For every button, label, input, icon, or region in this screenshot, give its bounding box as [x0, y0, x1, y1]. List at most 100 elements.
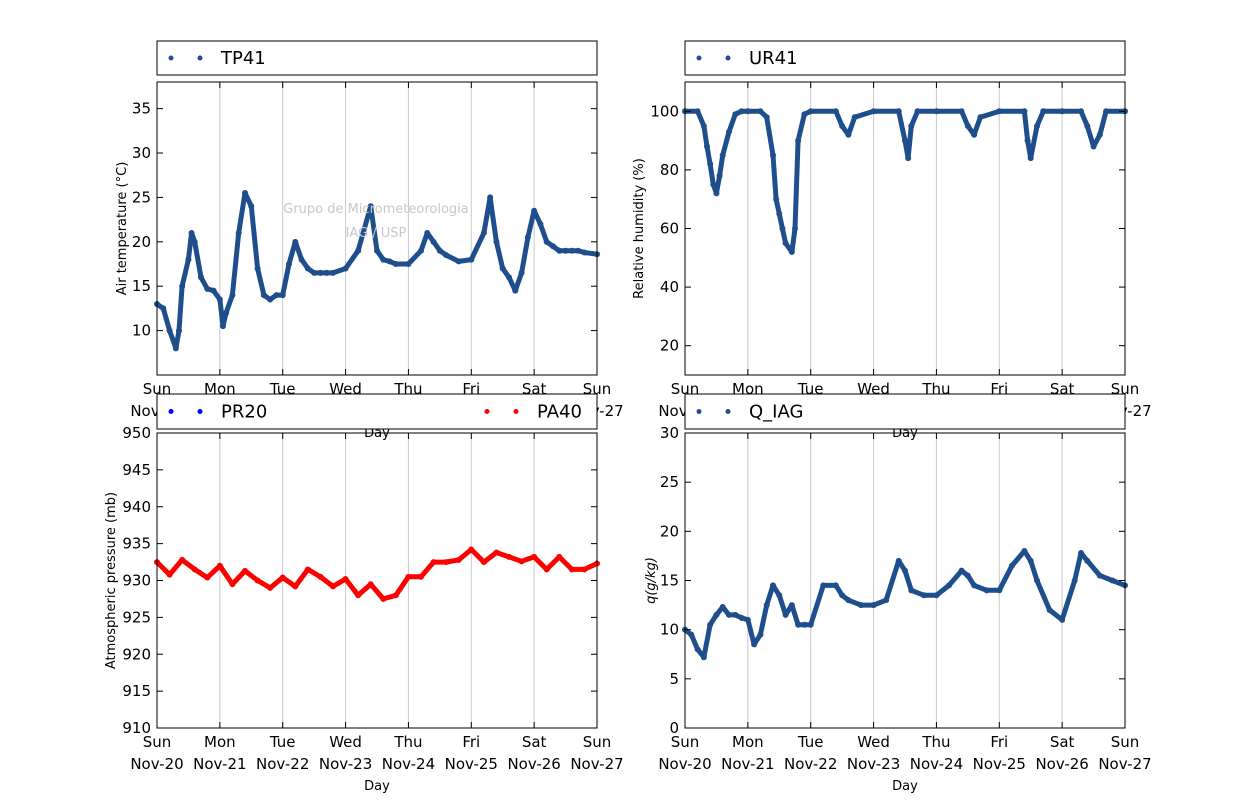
legend-marker: [168, 409, 174, 414]
y-axis-label: Atmospheric pressure (mb): [104, 492, 119, 669]
data-point: [512, 287, 519, 294]
data-point: [235, 229, 242, 236]
data-point: [732, 611, 739, 618]
data-point: [1084, 557, 1091, 564]
legend: PR20 PA40: [156, 393, 598, 430]
series-Q_IAG: [682, 548, 1128, 661]
data-point: [480, 229, 487, 236]
data-point: [1024, 137, 1031, 144]
data-point: [700, 654, 707, 661]
data-point: [292, 583, 299, 590]
data-point: [744, 108, 751, 115]
data-point: [198, 274, 204, 281]
y-tick-label: 940: [122, 498, 151, 516]
data-point: [832, 582, 839, 589]
legend-marker: [513, 409, 519, 414]
y-tick-label: 945: [122, 461, 151, 479]
data-point: [166, 327, 173, 334]
y-tick-label: 910: [122, 719, 151, 737]
x-tick-day-label: Sat: [522, 733, 547, 751]
x-tick-date-label: Nov-24: [382, 755, 435, 773]
x-tick-day-label: Fri: [462, 733, 480, 751]
data-point: [254, 265, 261, 272]
y-tick-label: 15: [132, 277, 151, 295]
data-point: [179, 556, 186, 563]
x-tick-date-label: Nov-20: [658, 755, 711, 773]
series-line: [682, 108, 1128, 255]
x-tick-day-label: Wed: [857, 733, 890, 751]
data-point: [763, 114, 770, 121]
y-tick-label: 35: [132, 100, 151, 118]
data-point: [958, 567, 965, 574]
data-point: [773, 196, 780, 203]
data-point: [374, 247, 380, 254]
data-point: [839, 592, 846, 599]
data-point: [518, 269, 525, 276]
data-point: [801, 111, 808, 118]
data-point: [1096, 572, 1103, 579]
x-tick-day-label: Thu: [921, 733, 950, 751]
y-axis-label: q(g/kg): [644, 557, 659, 604]
data-point: [229, 581, 236, 588]
data-point: [776, 210, 783, 217]
data-point: [870, 108, 877, 115]
y-tick-label: 20: [660, 522, 679, 540]
data-point: [946, 582, 952, 589]
data-point: [902, 567, 908, 574]
data-point: [506, 274, 512, 281]
y-tick-label: 930: [122, 572, 151, 590]
x-tick-date-label: Nov-21: [193, 755, 246, 773]
plot-frame: [684, 81, 1126, 376]
data-point: [298, 256, 305, 263]
data-point: [1090, 143, 1097, 150]
series-PA40: [154, 546, 600, 602]
data-point: [317, 573, 324, 580]
relative-humidity-panel: 20406080100SunNov-20MonNov-21TueNov-22We…: [632, 40, 1152, 441]
data-point: [355, 247, 362, 254]
data-point: [738, 614, 745, 621]
x-tick-date-label: Nov-21: [721, 755, 774, 773]
data-point: [839, 122, 846, 129]
data-point: [1021, 108, 1028, 115]
y-tick-label: 20: [132, 233, 151, 251]
data-point: [1046, 607, 1053, 613]
data-point: [1103, 108, 1110, 115]
y-tick-label: 925: [122, 608, 151, 626]
legend-marker: [484, 409, 490, 414]
data-point: [801, 621, 808, 628]
data-point: [782, 611, 789, 618]
data-point: [920, 592, 927, 599]
x-tick-day-label: Thu: [393, 733, 422, 751]
data-point: [380, 256, 387, 263]
data-point: [550, 243, 556, 250]
legend-marker: [696, 409, 702, 414]
data-point: [719, 604, 726, 611]
y-tick-label: 30: [132, 144, 151, 162]
data-point: [710, 181, 717, 188]
data-point: [883, 597, 890, 604]
x-tick-day-label: Wed: [329, 733, 362, 751]
x-tick-date-label: Nov-25: [973, 755, 1026, 773]
data-point: [1059, 108, 1066, 115]
data-point: [248, 203, 255, 210]
y-tick-label: 950: [122, 424, 151, 442]
atmospheric-pressure-panel: 910 915 920 925 930 935 940 945 950 Sun Nov-20 Mon N…: [104, 393, 624, 794]
data-point: [499, 265, 506, 272]
data-point: [795, 137, 802, 144]
data-point: [273, 292, 280, 299]
data-point: [688, 631, 695, 638]
x-tick-day-label: Sat: [1050, 733, 1075, 751]
y-tick-label: 15: [660, 572, 679, 590]
data-point: [330, 583, 336, 590]
data-point: [568, 566, 575, 573]
x-tick-day-label: Sun: [143, 733, 172, 751]
data-point: [418, 573, 424, 580]
legend-marker: [725, 409, 731, 414]
data-point: [1078, 108, 1084, 115]
data-point: [895, 557, 902, 564]
data-point: [832, 108, 839, 115]
data-point: [977, 114, 984, 121]
data-point: [719, 152, 726, 159]
data-point: [744, 616, 751, 623]
